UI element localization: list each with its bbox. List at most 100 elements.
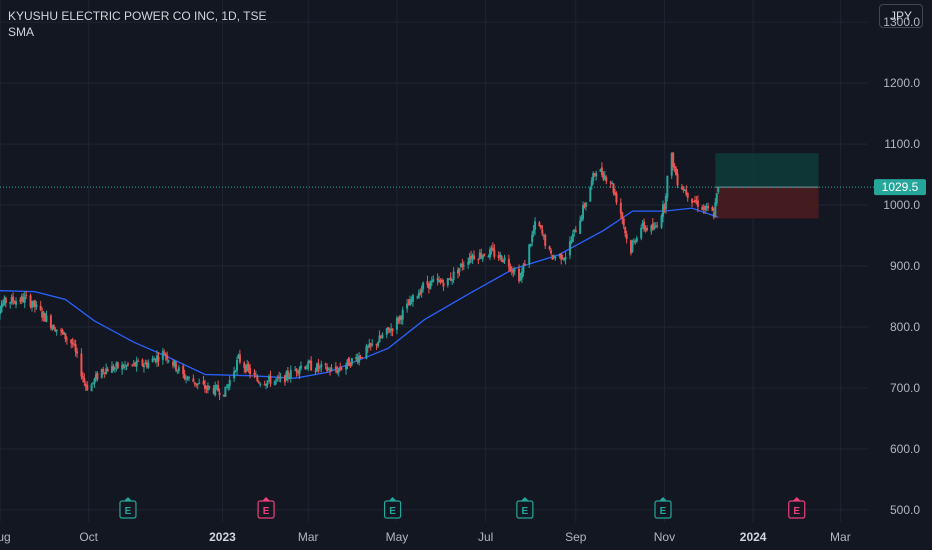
candle-down bbox=[103, 372, 106, 374]
candle-up bbox=[265, 383, 268, 387]
candle-up bbox=[554, 257, 557, 259]
candle-up bbox=[542, 235, 545, 237]
candle-up bbox=[206, 385, 209, 391]
candle-down bbox=[76, 351, 79, 354]
candle-up bbox=[459, 263, 462, 267]
earnings-marker-letter: E bbox=[263, 506, 270, 517]
candle-down bbox=[212, 387, 215, 394]
price-tick-label: 1200.0 bbox=[883, 76, 920, 90]
position-zones[interactable] bbox=[715, 153, 819, 219]
candle-down bbox=[672, 152, 675, 167]
candle-up bbox=[51, 326, 54, 330]
candle-up bbox=[358, 355, 361, 363]
price-axis[interactable]: 1300.0 1200.0 1100.0 1000.0 900.0 800.0 700.0 6… bbox=[874, 15, 926, 517]
candle-down bbox=[112, 365, 115, 371]
candle-up bbox=[228, 379, 231, 387]
candle-up bbox=[705, 206, 708, 209]
candle-up bbox=[487, 256, 490, 258]
candle-down bbox=[379, 335, 382, 338]
candle-up bbox=[520, 271, 523, 278]
candle-down bbox=[456, 269, 459, 274]
candle-down bbox=[538, 222, 541, 227]
candle-down bbox=[523, 263, 526, 266]
candle-up bbox=[9, 302, 12, 304]
candle-up bbox=[416, 296, 419, 298]
candle-up bbox=[113, 367, 116, 370]
candle-up bbox=[215, 385, 218, 387]
time-tick-label: 2023 bbox=[209, 530, 236, 544]
candle-down bbox=[52, 325, 55, 330]
candle-up bbox=[32, 300, 35, 306]
candle-up bbox=[173, 360, 176, 366]
candle-down bbox=[691, 198, 694, 203]
candle-down bbox=[71, 342, 74, 345]
candle-up bbox=[1, 303, 4, 306]
candle-down bbox=[472, 255, 475, 260]
candle-down bbox=[387, 327, 390, 331]
candle-up bbox=[563, 258, 566, 261]
earnings-marker[interactable]: E bbox=[383, 497, 402, 519]
earnings-marker-tip bbox=[262, 497, 271, 501]
price-tick-label: 1100.0 bbox=[884, 137, 920, 151]
price-tick-label: 1300.0 bbox=[883, 15, 920, 29]
candle-up bbox=[346, 359, 349, 365]
candle-down bbox=[359, 356, 362, 358]
candle-up bbox=[45, 315, 48, 322]
candle-up bbox=[144, 362, 147, 365]
candle-up bbox=[573, 229, 576, 233]
candle-down bbox=[172, 362, 175, 366]
candle-down bbox=[676, 173, 679, 186]
sma-indicator-label[interactable]: SMA bbox=[8, 25, 35, 39]
candle-up bbox=[410, 300, 413, 302]
candle-up bbox=[528, 244, 531, 265]
candle-up bbox=[315, 363, 318, 372]
candle-up bbox=[558, 254, 561, 257]
symbol-title[interactable]: KYUSHU ELECTRIC POWER CO INC, 1D, TSE bbox=[8, 9, 267, 23]
candle-up bbox=[488, 249, 491, 258]
earnings-marker[interactable]: E bbox=[119, 497, 137, 519]
candle-down bbox=[317, 363, 320, 369]
candle-down bbox=[477, 259, 480, 261]
candle-down bbox=[339, 367, 342, 370]
candle-down bbox=[624, 227, 627, 234]
candle-up bbox=[92, 382, 95, 384]
candle-up bbox=[599, 169, 602, 172]
earnings-marker[interactable]: E bbox=[788, 497, 806, 519]
candle-down bbox=[560, 253, 563, 260]
candle-up bbox=[406, 303, 409, 309]
candle-up bbox=[448, 278, 451, 280]
time-tick-label: Oct bbox=[79, 530, 98, 544]
candle-down bbox=[583, 204, 586, 207]
earnings-marker[interactable]: E bbox=[654, 497, 672, 519]
candle-up bbox=[499, 254, 502, 258]
candle-up bbox=[214, 385, 217, 396]
candle-up bbox=[519, 277, 522, 280]
currency-button[interactable]: JPY bbox=[879, 4, 923, 28]
candle-down bbox=[163, 352, 166, 355]
candle-up bbox=[653, 226, 656, 229]
time-axis[interactable]: Aug Oct 2023 Mar May Jul Sep Nov 2024 Mar bbox=[0, 530, 851, 544]
candle-down bbox=[400, 316, 403, 320]
price-tick-label: 600.0 bbox=[890, 442, 920, 456]
candle-down bbox=[73, 344, 76, 346]
candle-up bbox=[371, 344, 374, 346]
candle-down bbox=[83, 378, 86, 383]
candle-up bbox=[579, 220, 582, 234]
candle-down bbox=[244, 366, 247, 372]
candle-up bbox=[55, 329, 58, 332]
earnings-marker[interactable]: E bbox=[516, 497, 534, 519]
candle-down bbox=[356, 357, 359, 362]
candle-up bbox=[365, 346, 368, 359]
candle-up bbox=[446, 278, 449, 286]
candle-down bbox=[102, 369, 105, 372]
candle-up bbox=[398, 315, 401, 321]
candlestick-series bbox=[0, 151, 720, 401]
candle-up bbox=[121, 364, 124, 370]
candle-up bbox=[644, 228, 647, 231]
earnings-marker[interactable]: E bbox=[257, 497, 275, 519]
candle-down bbox=[22, 297, 25, 302]
candle-down bbox=[247, 364, 250, 369]
candle-up bbox=[451, 279, 454, 282]
